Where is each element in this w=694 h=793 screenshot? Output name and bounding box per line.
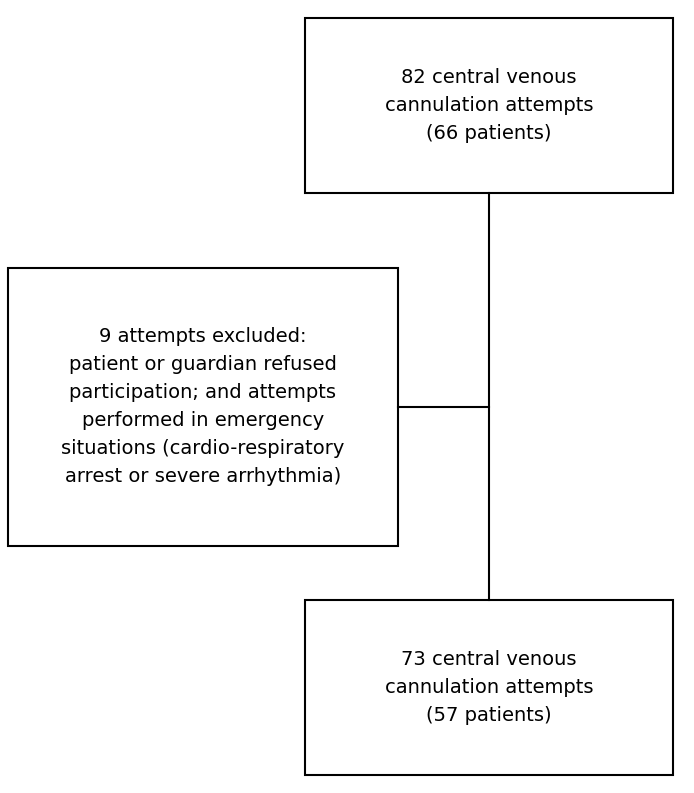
Text: 82 central venous
cannulation attempts
(66 patients): 82 central venous cannulation attempts (… bbox=[384, 68, 593, 143]
Bar bbox=[8, 268, 398, 546]
Bar bbox=[305, 18, 673, 193]
Text: 73 central venous
cannulation attempts
(57 patients): 73 central venous cannulation attempts (… bbox=[384, 650, 593, 725]
Text: 9 attempts excluded:
patient or guardian refused
participation; and attempts
per: 9 attempts excluded: patient or guardian… bbox=[61, 328, 345, 486]
Bar bbox=[305, 600, 673, 775]
